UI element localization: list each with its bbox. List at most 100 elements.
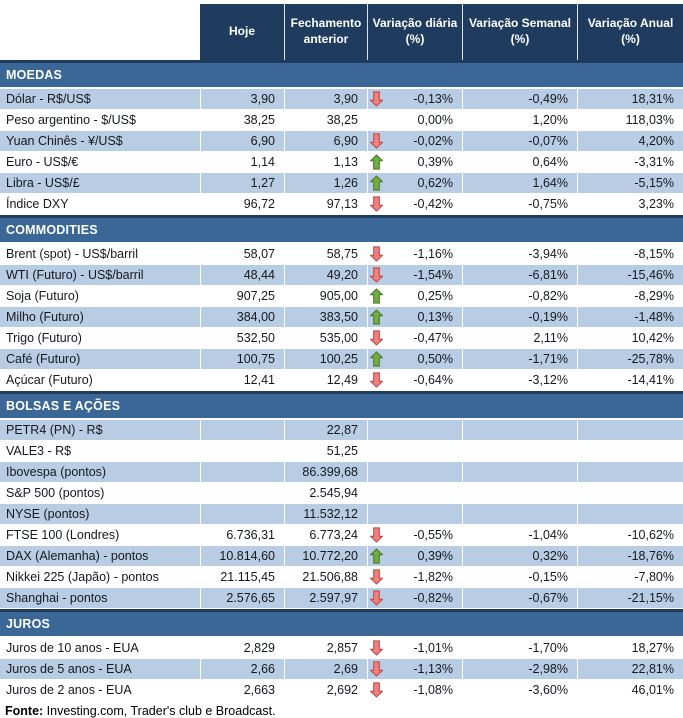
- cell-var-anual: 22,81%: [577, 659, 683, 679]
- cell-fechamento: 2,857: [284, 638, 367, 658]
- cell-var-semanal: [462, 483, 577, 503]
- source-label: Fonte:: [5, 704, 44, 718]
- cell-fechamento: 12,49: [284, 370, 367, 390]
- cell-var-anual: 3,23%: [577, 194, 683, 214]
- row-label: Dólar - R$/US$: [6, 92, 91, 106]
- down-arrow-icon: [370, 372, 384, 388]
- cell-value: -1,71%: [528, 352, 568, 366]
- cell-hoje: 907,25: [200, 286, 284, 306]
- cell-value: -8,29%: [634, 289, 674, 303]
- cell-fechamento: 97,13: [284, 194, 367, 214]
- cell-value: 532,50: [236, 331, 275, 345]
- table-row: Peso argentino - $/US$ 38,25 38,25 0,00% 1,2…: [0, 110, 683, 131]
- cell-var-anual: -10,62%: [577, 525, 683, 545]
- cell-hoje: 58,07: [200, 244, 284, 264]
- cell-var-semanal: [462, 462, 577, 482]
- cell-value: 86.399,68: [302, 465, 358, 479]
- cell-value: -0,07%: [528, 134, 568, 148]
- cell-value: 1,27: [250, 176, 275, 190]
- cell-value: -6,81%: [528, 268, 568, 282]
- table-row: Dólar - R$/US$ 3,90 3,90 -0,13% -0,49% 18,31%: [0, 89, 683, 110]
- cell-hoje: 2,829: [200, 638, 284, 658]
- cell-var-diaria: 0,13%: [367, 307, 462, 327]
- cell-hoje: 384,00: [200, 307, 284, 327]
- cell-hoje: 10.814,60: [200, 546, 284, 566]
- cell-fechamento: 2,69: [284, 659, 367, 679]
- cell-value: -0,82%: [528, 289, 568, 303]
- cell-var-semanal: -6,81%: [462, 265, 577, 285]
- cell-fechamento: 38,25: [284, 110, 367, 130]
- cell-var-semanal: -0,07%: [462, 131, 577, 151]
- cell-var-semanal: -3,60%: [462, 680, 577, 700]
- cell-var-diaria: -1,82%: [367, 567, 462, 587]
- row-label: Índice DXY: [6, 197, 69, 211]
- cell-var-anual: -5,15%: [577, 173, 683, 193]
- cell-hoje: 1,27: [200, 173, 284, 193]
- cell-value: 6.773,24: [309, 528, 358, 542]
- cell-var-anual: -8,29%: [577, 286, 683, 306]
- cell-value: 3,90: [333, 92, 358, 106]
- table-row: Índice DXY 96,72 97,13 -0,42% -0,75% 3,23%: [0, 194, 683, 215]
- cell-var-diaria: 0,62%: [367, 173, 462, 193]
- cell-value: 58,75: [326, 247, 358, 261]
- column-header-variacao-semanal: Variação Semanal (%): [462, 4, 577, 60]
- cell-var-anual: [577, 420, 683, 440]
- table-row: Brent (spot) - US$/barril 58,07 58,75 -1,16…: [0, 244, 683, 265]
- cell-value: 1,14: [250, 155, 275, 169]
- cell-value: 3,23%: [638, 197, 674, 211]
- cell-value: 49,20: [326, 268, 358, 282]
- up-arrow-icon: [370, 351, 384, 367]
- cell-hoje: [200, 441, 284, 461]
- down-arrow-icon: [370, 640, 384, 656]
- cell-value: 4,20%: [638, 134, 674, 148]
- table-row: WTI (Futuro) - US$/barril 48,44 49,20 -1,54…: [0, 265, 683, 286]
- table-row: Milho (Futuro) 384,00 383,50 0,13% -0,19% -1,…: [0, 307, 683, 328]
- cell-value: -0,13%: [413, 92, 453, 106]
- cell-value: 2.545,94: [309, 486, 358, 500]
- cell-fechamento: 58,75: [284, 244, 367, 264]
- cell-hoje: 6.736,31: [200, 525, 284, 545]
- cell-value: 2,857: [326, 641, 358, 655]
- cell-value: -0,19%: [528, 310, 568, 324]
- cell-value: 97,13: [326, 197, 358, 211]
- table-body: MOEDAS Dólar - R$/US$ 3,90 3,90 -0,13% -0,49%…: [0, 60, 683, 701]
- cell-var-semanal: -1,70%: [462, 638, 577, 658]
- row-label: VALE3 - R$: [6, 444, 72, 458]
- cell-value: 18,31%: [631, 92, 674, 106]
- cell-var-diaria: -1,54%: [367, 265, 462, 285]
- row-label: Libra - US$/£: [6, 176, 80, 190]
- cell-var-anual: 18,27%: [577, 638, 683, 658]
- row-label: Milho (Futuro): [6, 310, 84, 324]
- row-label: Euro - US$/€: [6, 155, 79, 169]
- cell-value: 51,25: [326, 444, 358, 458]
- cell-value: -8,15%: [634, 247, 674, 261]
- cell-var-diaria: 0,39%: [367, 546, 462, 566]
- cell-value: 6.736,31: [226, 528, 275, 542]
- cell-fechamento: 51,25: [284, 441, 367, 461]
- cell-value: -0,55%: [413, 528, 453, 542]
- cell-var-anual: 18,31%: [577, 89, 683, 109]
- cell-value: -1,70%: [528, 641, 568, 655]
- cell-value: 1,20%: [532, 113, 568, 127]
- down-arrow-icon: [370, 682, 384, 698]
- cell-var-anual: -3,31%: [577, 152, 683, 172]
- cell-value: -1,04%: [528, 528, 568, 542]
- table-row: Soja (Futuro) 907,25 905,00 0,25% -0,82% -8,2…: [0, 286, 683, 307]
- cell-value: -3,12%: [528, 373, 568, 387]
- cell-value: 907,25: [236, 289, 275, 303]
- row-label: Café (Futuro): [6, 352, 81, 366]
- cell-fechamento: 6.773,24: [284, 525, 367, 545]
- table-row: DAX (Alemanha) - pontos 10.814,60 10.772,2…: [0, 546, 683, 567]
- down-arrow-icon: [370, 590, 384, 606]
- cell-value: 12,49: [326, 373, 358, 387]
- cell-value: -10,62%: [627, 528, 674, 542]
- cell-value: 383,50: [319, 310, 358, 324]
- cell-var-diaria: -1,01%: [367, 638, 462, 658]
- row-label: Juros de 10 anos - EUA: [6, 641, 139, 655]
- cell-hoje: 12,41: [200, 370, 284, 390]
- cell-var-anual: -25,78%: [577, 349, 683, 369]
- cell-value: 2,69: [333, 662, 358, 676]
- row-label: Juros de 5 anos - EUA: [6, 662, 132, 676]
- cell-value: 384,00: [236, 310, 275, 324]
- cell-fechamento: 100,25: [284, 349, 367, 369]
